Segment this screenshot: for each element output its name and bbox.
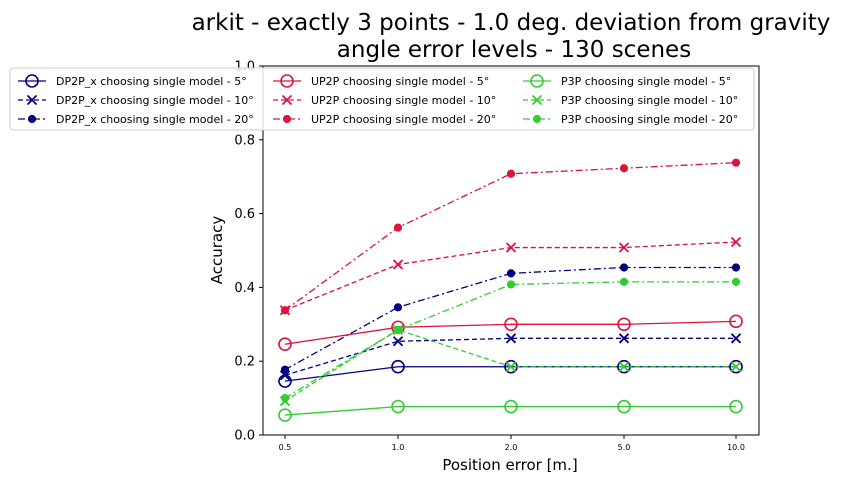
legend-entry: P3P choosing single model - 5°: [523, 74, 731, 88]
data-point: [280, 394, 290, 403]
data-point: [730, 333, 742, 344]
series-6: [280, 158, 741, 315]
legend-entry: P3P choosing single model - 20°: [523, 113, 738, 126]
y-tick-label: 0.6: [234, 207, 255, 222]
data-point: [619, 164, 629, 173]
legend-entry: DP2P_x choosing single model - 5°: [18, 74, 247, 88]
legend-marker: [281, 94, 293, 106]
legend-marker: [26, 94, 38, 106]
legend-label: UP2P choosing single model - 20°: [311, 113, 496, 126]
data-point: [393, 303, 403, 312]
data-point: [506, 269, 516, 278]
chart-title-line2: angle error levels - 130 scenes: [337, 37, 691, 63]
chart-title-line1: arkit - exactly 3 points - 1.0 deg. devi…: [192, 10, 831, 36]
data-point: [730, 236, 742, 248]
series-9: [280, 277, 741, 403]
series-group: [278, 158, 743, 422]
legend-marker: [27, 114, 37, 124]
data-point: [278, 408, 292, 422]
series-5: [279, 236, 742, 316]
y-tick-label: 0.2: [234, 355, 255, 370]
data-point: [618, 242, 630, 253]
data-point: [729, 359, 743, 374]
legend-label: P3P choosing single model - 5°: [561, 75, 731, 88]
series-line: [284, 320, 737, 345]
data-point: [505, 333, 517, 344]
series-line: [284, 405, 736, 416]
legend-marker: [531, 94, 543, 106]
data-point: [392, 336, 404, 347]
data-point: [617, 399, 631, 414]
legend-label: UP2P choosing single model - 10°: [311, 94, 496, 107]
x-tick-label: 2.0: [505, 443, 518, 452]
legend-marker: [530, 74, 544, 88]
data-point: [730, 361, 742, 372]
data-point: [617, 317, 631, 332]
x-tick-label: 1.0: [392, 443, 405, 452]
legend-label: P3P choosing single model - 20°: [561, 113, 738, 126]
data-point: [505, 242, 517, 253]
legend-marker: [280, 74, 294, 88]
y-tick-label: 0.0: [234, 429, 255, 444]
legend-entry: P3P choosing single model - 10°: [523, 94, 738, 107]
data-point: [504, 317, 518, 332]
data-point: [391, 359, 405, 374]
data-point: [391, 399, 405, 414]
data-point: [506, 280, 516, 289]
data-point: [729, 399, 743, 414]
data-point: [505, 361, 517, 372]
legend-label: UP2P choosing single model - 5°: [311, 75, 489, 88]
data-point: [731, 263, 741, 272]
data-point: [619, 277, 629, 286]
data-point: [392, 259, 404, 270]
data-point: [393, 325, 403, 334]
data-point: [618, 361, 630, 372]
x-tick-label: 0.5: [279, 443, 292, 452]
series-line: [284, 266, 736, 371]
data-point: [280, 306, 290, 315]
legend-label: DP2P_x choosing single model - 5°: [56, 75, 247, 88]
x-tick-label: 5.0: [618, 443, 631, 452]
legend-label: DP2P_x choosing single model - 10°: [56, 94, 254, 107]
x-axis: 0.5 1.0 2.0 5.0 10.0: [279, 435, 745, 452]
legend-marker: [532, 114, 542, 124]
x-axis-label: Position error [m.]: [442, 456, 577, 474]
legend-entry: UP2P choosing single model - 20°: [273, 113, 496, 126]
legend-frame: [9, 67, 755, 131]
data-point: [280, 365, 290, 374]
legend-marker: [25, 74, 39, 88]
data-point: [504, 399, 518, 414]
legend-entry: DP2P_x choosing single model - 20°: [18, 113, 254, 126]
legend-entry: UP2P choosing single model - 5°: [273, 74, 489, 88]
legend-entry: UP2P choosing single model - 10°: [273, 94, 496, 107]
data-point: [618, 333, 630, 344]
data-point: [731, 158, 741, 167]
legend-marker: [282, 114, 292, 124]
data-point: [506, 169, 516, 178]
series-7: [278, 399, 743, 422]
data-point: [619, 263, 629, 272]
y-tick-label: 0.8: [234, 133, 255, 148]
legend: DP2P_x choosing single model - 5° DP2P_x …: [9, 67, 755, 131]
data-point: [393, 223, 403, 232]
y-axis-label: Accuracy: [208, 216, 226, 285]
data-point: [729, 314, 743, 329]
data-point: [278, 337, 292, 352]
legend-label: DP2P_x choosing single model - 20°: [56, 113, 254, 126]
legend-label: P3P choosing single model - 10°: [561, 94, 738, 107]
x-tick-label: 10.0: [727, 443, 745, 452]
data-point: [731, 277, 741, 286]
y-tick-label: 0.4: [234, 281, 255, 296]
series-3: [280, 263, 741, 374]
legend-entry: DP2P_x choosing single model - 10°: [18, 94, 254, 107]
